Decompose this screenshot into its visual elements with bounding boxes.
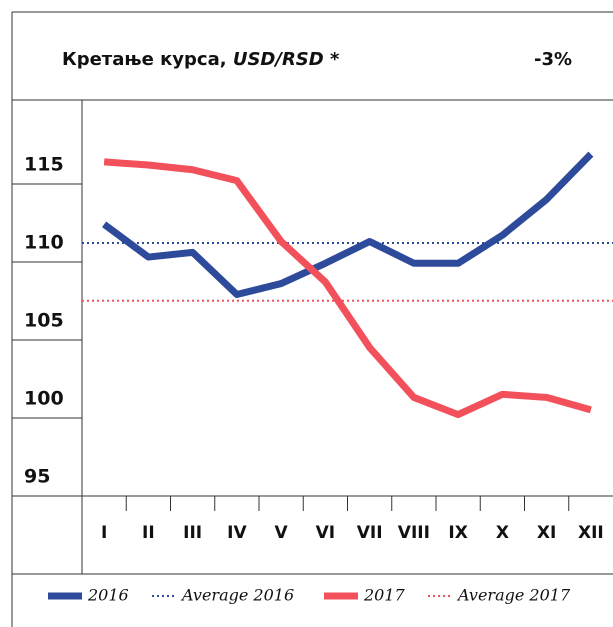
x-tick-label: VII: [357, 523, 383, 543]
y-tick-label: 110: [24, 232, 64, 254]
annotation: -3%: [534, 49, 572, 70]
y-tick-label: 100: [24, 387, 64, 409]
y-tick-label: 95: [24, 465, 50, 487]
title-emphasis: USD/RSD: [233, 49, 324, 70]
chart-title: Кретање курса, USD/RSD *: [62, 49, 340, 70]
title-mark: *: [330, 49, 340, 70]
legend-label: 2016: [87, 586, 129, 605]
x-tick-label: IX: [448, 523, 467, 543]
y-tick-label: 105: [24, 310, 64, 332]
x-tick-label: I: [101, 523, 107, 543]
data-line: [103, 158, 592, 419]
frame: [11, 11, 613, 627]
x-tick-label: X: [496, 523, 509, 543]
x-tick-label: XI: [537, 523, 556, 543]
x-tick-label: XII: [578, 523, 604, 543]
y-tick-label: 115: [24, 154, 64, 176]
x-tick-label: IV: [227, 523, 247, 543]
legend-label: Average 2016: [180, 586, 294, 605]
x-tick-label: VIII: [398, 523, 430, 543]
legend-label: Average 2017: [456, 586, 571, 605]
x-tick-label: VI: [316, 523, 335, 543]
x-tick-label: V: [275, 523, 289, 543]
legend-label: 2017: [363, 586, 406, 605]
x-tick-label: III: [183, 523, 202, 543]
data-line: [102, 151, 594, 298]
x-tick-label: II: [142, 523, 155, 543]
title-text: Кретање курса,: [62, 49, 227, 70]
